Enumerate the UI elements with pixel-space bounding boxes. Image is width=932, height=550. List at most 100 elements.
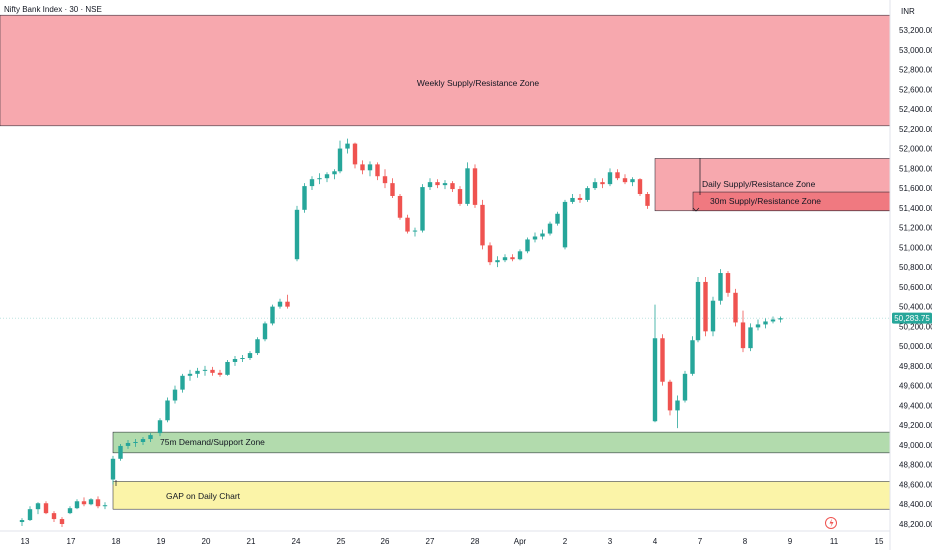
candle-body — [247, 353, 253, 359]
time-tick-label: 26 — [381, 537, 390, 546]
candle-body — [88, 499, 94, 505]
30m-zone-label: 30m Supply/Resistance Zone — [710, 196, 821, 206]
candle-body — [382, 176, 388, 184]
candle — [427, 178, 433, 191]
candle — [180, 373, 185, 393]
time-axis[interactable]: 13 17 18 19 20 21 24 25 26 27 28 Apr 2 3 4 7 8 9 11 15 — [0, 530, 890, 546]
candle-body — [778, 318, 783, 320]
candle — [59, 517, 65, 527]
candle — [615, 169, 620, 181]
candle — [710, 296, 716, 337]
candle — [19, 518, 25, 526]
candle-body — [157, 420, 163, 434]
candle-body — [525, 239, 530, 252]
candle-body — [262, 323, 268, 340]
candle — [570, 194, 575, 204]
candle-body — [667, 381, 673, 411]
candle — [487, 242, 493, 266]
price-tick-label: 48,600.00 — [899, 480, 932, 489]
price-ticks: 53,200.00 53,000.00 52,800.00 52,600.00 52,4… — [899, 26, 932, 529]
arrow-marker-icon — [692, 207, 700, 212]
candle-body — [165, 400, 170, 421]
candle — [725, 271, 731, 297]
candle-body — [210, 369, 215, 373]
candle — [778, 316, 783, 323]
currency-label: INR — [901, 7, 915, 16]
tradingview-logo-icon[interactable] — [825, 517, 837, 529]
candle-body — [405, 217, 410, 232]
candle-body — [302, 186, 307, 210]
candle-body — [195, 370, 200, 374]
candle — [133, 439, 138, 447]
candle — [148, 433, 153, 442]
candle-body — [125, 442, 131, 446]
time-tick-label: 15 — [875, 537, 884, 546]
candle-body — [652, 338, 658, 422]
candle — [324, 172, 330, 183]
candle-body — [420, 187, 425, 231]
candle-body — [337, 148, 343, 172]
candle — [622, 174, 628, 185]
candle-body — [255, 339, 260, 354]
zone-4[interactable] — [112, 481, 891, 510]
time-tick-label: 20 — [202, 537, 211, 546]
candle-body — [695, 281, 701, 341]
candle-body — [450, 183, 455, 190]
candle-body — [148, 435, 153, 440]
candle — [600, 178, 605, 189]
candle-body — [502, 257, 508, 261]
candle-body — [517, 251, 523, 260]
candle — [457, 186, 463, 206]
price-tick-label: 49,400.00 — [899, 401, 932, 410]
time-tick-label: Apr — [514, 537, 527, 546]
candle — [510, 254, 515, 262]
candle-body — [367, 164, 373, 171]
candle-body — [487, 245, 493, 263]
gap-zone-label: GAP on Daily Chart — [166, 491, 241, 501]
candle-body — [637, 179, 643, 195]
candle-body — [770, 319, 776, 322]
candle-body — [457, 189, 463, 204]
zone-0[interactable] — [0, 14, 891, 127]
price-tick-label: 53,200.00 — [899, 26, 932, 35]
candle — [703, 277, 708, 337]
candle-body — [465, 168, 470, 204]
candle-body — [43, 503, 49, 514]
time-tick-label: 4 — [653, 537, 658, 546]
candle-body — [140, 439, 146, 442]
candle-body — [755, 324, 761, 328]
candle-body — [317, 178, 322, 180]
candle-body — [217, 372, 223, 375]
candle — [195, 367, 200, 378]
symbol-title[interactable]: Nifty Bank Index · 30 · NSE — [4, 5, 102, 14]
candle — [592, 178, 598, 191]
candle — [465, 162, 470, 206]
candle-body — [763, 321, 768, 325]
price-tick-label: 51,600.00 — [899, 184, 932, 193]
price-tick-label: 48,200.00 — [899, 520, 932, 529]
candle-body — [570, 197, 575, 202]
candle-body — [740, 322, 746, 349]
candle-body — [232, 359, 238, 362]
daily-zone-label: Daily Supply/Resistance Zone — [702, 179, 816, 189]
candle-body — [133, 441, 138, 443]
last-price-tag — [892, 312, 932, 324]
candle — [442, 180, 448, 190]
price-axis[interactable]: INR 53,200.00 53,000.00 52,800.00 52,600.00… — [889, 0, 932, 550]
candle — [95, 496, 101, 509]
candle-body — [435, 182, 440, 186]
candle-body — [270, 306, 275, 324]
candle-body — [472, 168, 478, 205]
price-tick-label: 50,400.00 — [899, 303, 932, 312]
candle-body — [285, 301, 290, 307]
price-tick-label: 50,800.00 — [899, 263, 932, 272]
last-price-text: 50,283.75 — [894, 314, 930, 323]
weekly-zone-label: Weekly Supply/Resistance Zone — [417, 78, 539, 88]
candle — [165, 397, 170, 423]
candle — [740, 310, 746, 353]
candle — [302, 183, 307, 213]
price-tick-label: 52,400.00 — [899, 105, 932, 114]
candle-body — [412, 230, 418, 232]
price-tick-label: 52,200.00 — [899, 125, 932, 134]
